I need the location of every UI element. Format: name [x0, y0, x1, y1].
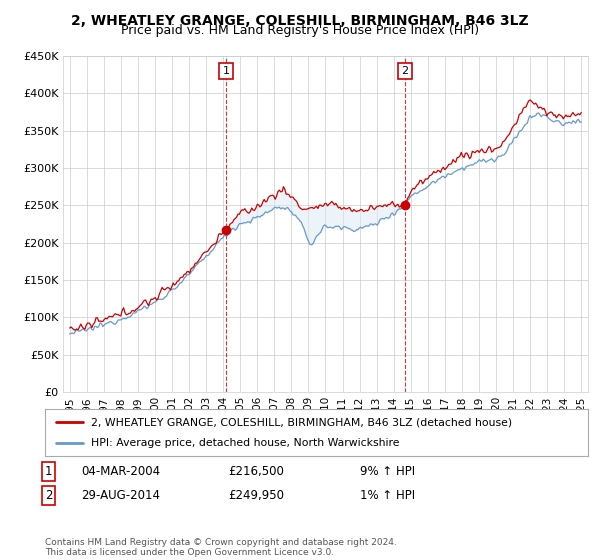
Text: 9% ↑ HPI: 9% ↑ HPI [360, 465, 415, 478]
Text: 1% ↑ HPI: 1% ↑ HPI [360, 489, 415, 502]
Text: 2: 2 [401, 66, 409, 76]
Text: Price paid vs. HM Land Registry's House Price Index (HPI): Price paid vs. HM Land Registry's House … [121, 24, 479, 36]
Text: Contains HM Land Registry data © Crown copyright and database right 2024.
This d: Contains HM Land Registry data © Crown c… [45, 538, 397, 557]
Text: 2, WHEATLEY GRANGE, COLESHILL, BIRMINGHAM, B46 3LZ (detached house): 2, WHEATLEY GRANGE, COLESHILL, BIRMINGHA… [91, 417, 512, 427]
Text: 2, WHEATLEY GRANGE, COLESHILL, BIRMINGHAM, B46 3LZ: 2, WHEATLEY GRANGE, COLESHILL, BIRMINGHA… [71, 14, 529, 28]
Text: 29-AUG-2014: 29-AUG-2014 [81, 489, 160, 502]
Text: 2: 2 [45, 489, 53, 502]
Text: 04-MAR-2004: 04-MAR-2004 [81, 465, 160, 478]
Text: £249,950: £249,950 [228, 489, 284, 502]
Text: 1: 1 [223, 66, 230, 76]
Text: 1: 1 [45, 465, 53, 478]
Text: HPI: Average price, detached house, North Warwickshire: HPI: Average price, detached house, Nort… [91, 438, 400, 448]
Text: £216,500: £216,500 [228, 465, 284, 478]
